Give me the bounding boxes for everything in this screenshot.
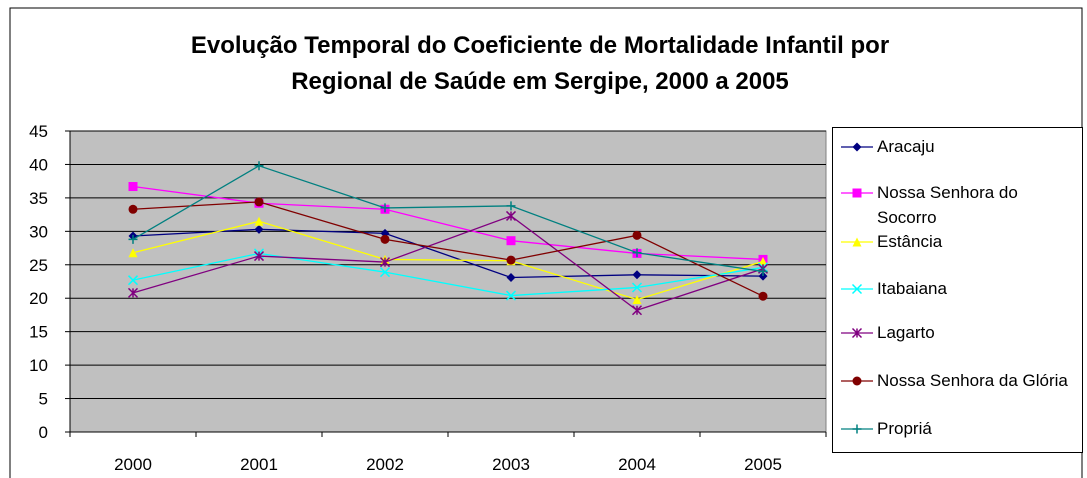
legend-key — [841, 424, 873, 434]
legend-marker — [851, 327, 863, 339]
legend-key — [841, 327, 873, 339]
legend-key — [841, 142, 873, 152]
x-tick-label: 2002 — [366, 455, 404, 474]
legend-marker — [852, 424, 862, 434]
marker — [758, 291, 768, 301]
marker — [254, 216, 264, 226]
marker — [128, 248, 138, 258]
marker — [128, 182, 138, 192]
marker — [758, 256, 768, 266]
marker — [379, 267, 391, 278]
chart-title: Evolução Temporal do Coeficiente de Mort… — [190, 32, 890, 95]
marker — [505, 210, 517, 221]
plot-area — [69, 130, 827, 433]
x-tick-label: 2000 — [114, 455, 152, 474]
x-tick-label: 2004 — [618, 455, 656, 474]
y-tick-label: 40 — [29, 155, 48, 174]
marker — [505, 290, 517, 301]
title-box: Evolução Temporal do Coeficiente de Mort… — [190, 32, 890, 95]
legend-label: Aracaju — [877, 137, 935, 156]
x-tick-label: 2003 — [492, 455, 530, 474]
marker — [632, 295, 642, 305]
marker — [254, 224, 264, 234]
legend-key — [841, 188, 873, 198]
marker — [506, 201, 516, 211]
marker — [128, 234, 138, 244]
marker — [253, 251, 265, 262]
marker — [632, 248, 642, 258]
series-line — [132, 220, 764, 301]
x-tick-label: 2005 — [744, 455, 782, 474]
y-tick-label: 20 — [29, 289, 48, 308]
y-tick-label: 0 — [39, 423, 48, 442]
legend-marker — [851, 283, 863, 295]
y-tick-label: 45 — [29, 122, 48, 141]
marker — [379, 257, 391, 268]
marker — [631, 305, 643, 316]
marker — [127, 275, 139, 286]
marker — [632, 270, 642, 280]
y-tick-label: 25 — [29, 256, 48, 275]
legend-label: Nossa Senhora da Glória — [877, 371, 1068, 390]
legend-marker — [852, 237, 862, 247]
marker — [632, 230, 642, 240]
marker — [506, 255, 516, 265]
legend-key — [841, 376, 873, 386]
marker — [758, 266, 768, 276]
marker — [506, 236, 516, 246]
y-tick-label: 15 — [29, 323, 48, 342]
marker — [380, 203, 390, 213]
marker — [506, 272, 516, 282]
series-line — [132, 252, 764, 297]
marker — [631, 282, 643, 293]
legend-label: Propriá — [877, 419, 932, 438]
legend-marker — [852, 188, 862, 198]
legend-label: Estância — [877, 232, 943, 251]
y-tick-label: 35 — [29, 189, 48, 208]
y-tick-label: 30 — [29, 222, 48, 241]
legend-key — [841, 283, 873, 295]
legend-label: Lagarto — [877, 323, 935, 342]
series-line — [132, 215, 764, 311]
series-line — [132, 201, 764, 297]
legend-label: Itabaiana — [877, 279, 947, 298]
legend-label: Nossa Senhora do Socorro — [877, 183, 1018, 227]
legend-marker — [852, 376, 862, 386]
legend-marker — [852, 142, 862, 152]
y-tick-label: 5 — [39, 390, 48, 409]
marker — [127, 287, 139, 298]
x-tick-label: 2001 — [240, 455, 278, 474]
marker — [380, 234, 390, 244]
legend-key — [841, 237, 873, 247]
legend: Aracaju Nossa Senhora do Socorro Estância I… — [832, 127, 1083, 453]
marker — [128, 204, 138, 214]
series-line — [132, 228, 764, 279]
marker — [254, 161, 264, 171]
series-line — [132, 165, 764, 273]
marker — [254, 197, 264, 207]
marker — [758, 271, 768, 281]
y-tick-label: 10 — [29, 356, 48, 375]
series-line — [132, 185, 764, 261]
